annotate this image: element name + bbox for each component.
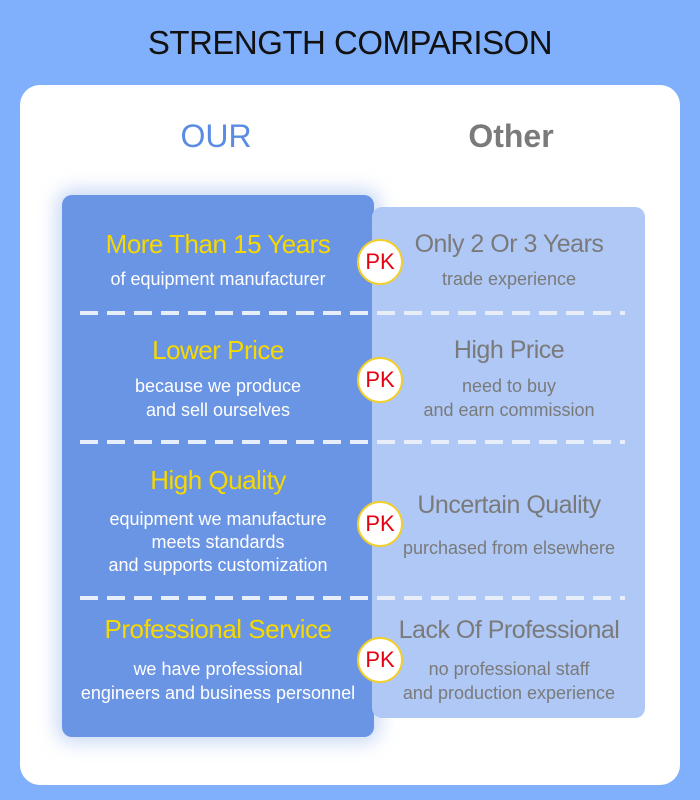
our-title-experience: More Than 15 Years: [105, 229, 331, 259]
our-desc: engineers and business personnel: [80, 683, 356, 703]
divider: [80, 440, 625, 444]
page-title: STRENGTH COMPARISON: [147, 24, 553, 61]
other-title-price: High Price: [453, 336, 565, 364]
other-panel: [372, 207, 645, 718]
our-desc: equipment we manufacture: [109, 509, 327, 529]
our-desc: of equipment manufacturer: [110, 269, 326, 289]
our-desc: meets standards: [151, 532, 285, 552]
other-desc: need to buy: [461, 376, 557, 396]
other-desc: purchased from elsewhere: [402, 538, 616, 558]
other-title-experience: Only 2 Or 3 Years: [414, 230, 604, 258]
pk-badge: PK: [357, 501, 403, 547]
our-desc: and supports customization: [108, 555, 328, 575]
divider: [80, 596, 625, 600]
pk-badge: PK: [357, 637, 403, 683]
other-desc: trade experience: [441, 269, 577, 289]
other-title-quality: Uncertain Quality: [417, 491, 601, 519]
other-desc: and earn commission: [423, 400, 595, 420]
our-title-quality: High Quality: [150, 465, 286, 495]
our-desc: because we produce: [134, 376, 302, 396]
pk-badge: PK: [357, 357, 403, 403]
other-title-service: Lack Of Professional: [398, 616, 620, 644]
our-desc: we have professional: [133, 659, 303, 679]
our-desc: and sell ourselves: [145, 400, 291, 420]
divider: [80, 311, 625, 315]
pk-badge: PK: [357, 239, 403, 285]
other-desc: and production experience: [402, 683, 616, 703]
our-panel: [62, 195, 374, 737]
our-column-heading: OUR: [180, 118, 252, 154]
our-title-price: Lower Price: [152, 335, 284, 365]
other-desc: no professional staff: [428, 659, 590, 679]
other-column-heading: Other: [468, 118, 554, 154]
our-title-service: Professional Service: [104, 614, 333, 644]
